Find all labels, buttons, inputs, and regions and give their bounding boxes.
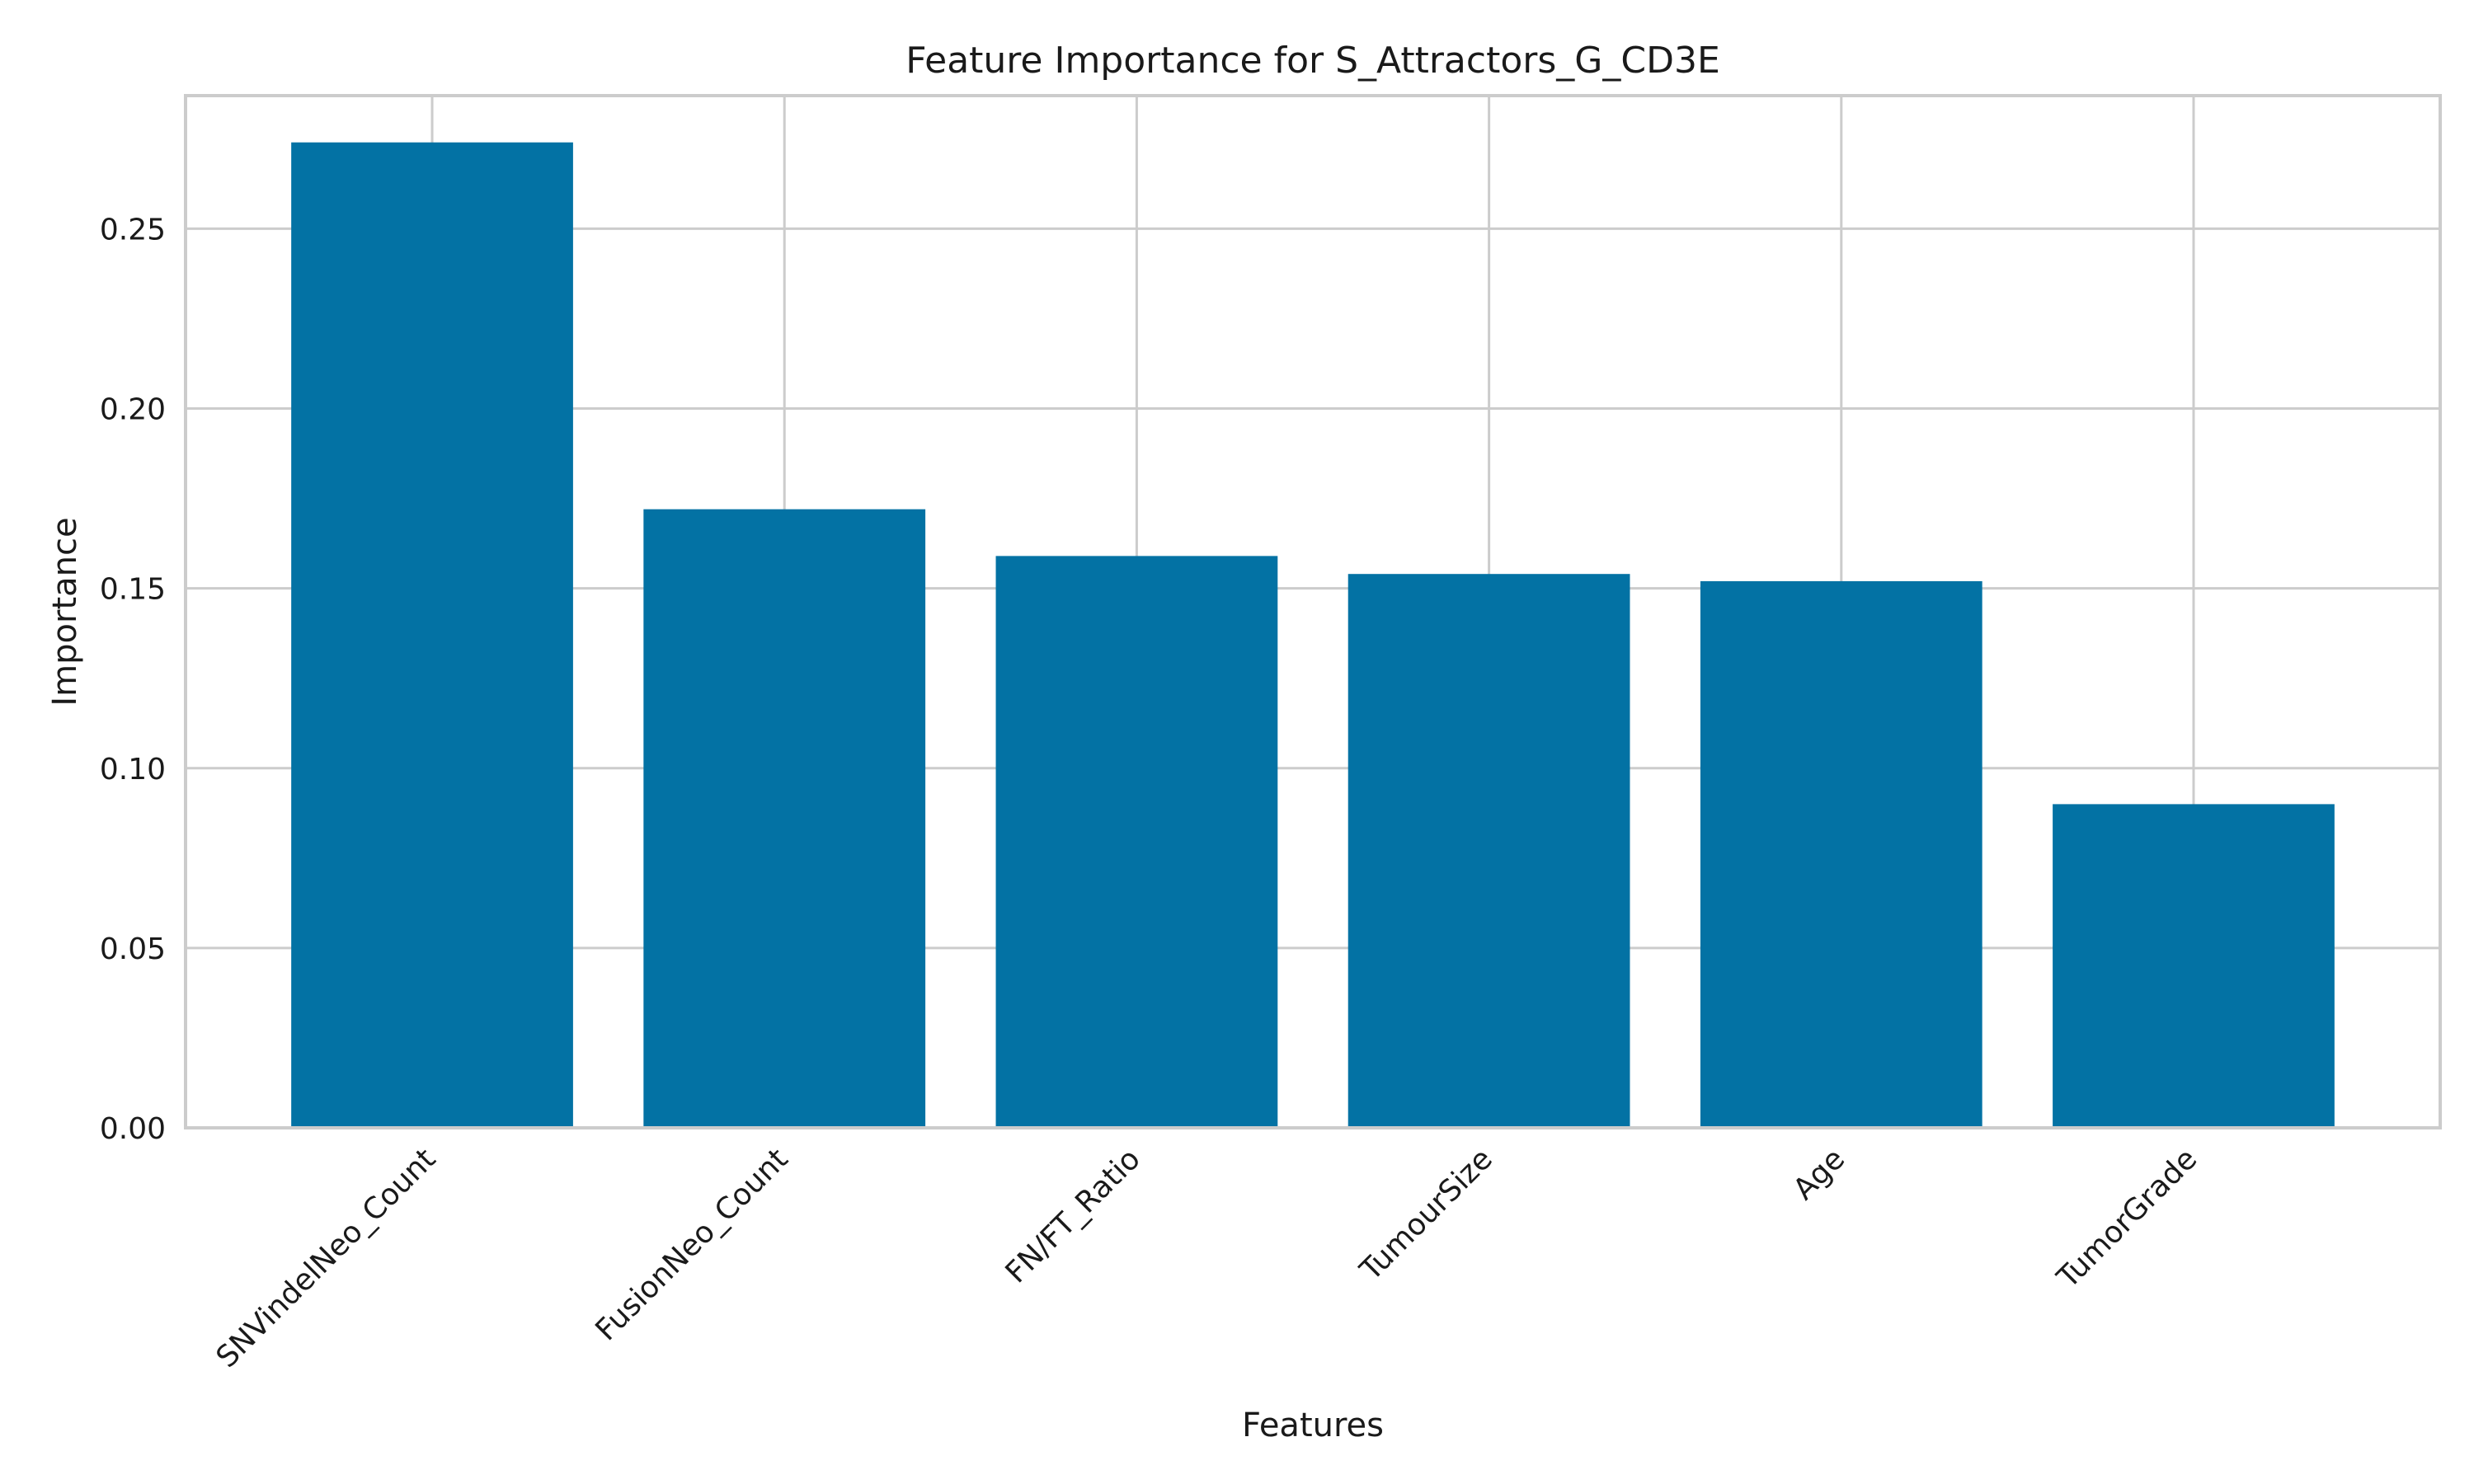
bar-layer — [291, 142, 2335, 1128]
y-axis-label: Importance — [46, 517, 84, 706]
y-tick-label: 0.20 — [100, 393, 166, 427]
plot-frame — [184, 94, 2442, 1129]
x-axis-label: Features — [1242, 1407, 1384, 1444]
bar-2 — [643, 509, 926, 1128]
bar-5 — [1700, 580, 1982, 1128]
bar-4 — [1348, 574, 1630, 1128]
bar-6 — [2053, 804, 2335, 1128]
y-tick-labels: 0.00 0.05 0.10 0.15 0.20 0.25 — [100, 213, 166, 1146]
y-tick-label: 0.25 — [100, 213, 166, 247]
y-tick-label: 0.15 — [100, 573, 166, 607]
y-tick-label: 0.10 — [100, 753, 166, 787]
y-tick-label: 0.00 — [100, 1112, 166, 1146]
y-tick-label: 0.05 — [100, 932, 166, 966]
bar-1 — [291, 142, 573, 1128]
bar-3 — [995, 556, 1278, 1128]
chart-title: Feature Importance for S_Attractors_G_CD… — [905, 40, 1720, 82]
